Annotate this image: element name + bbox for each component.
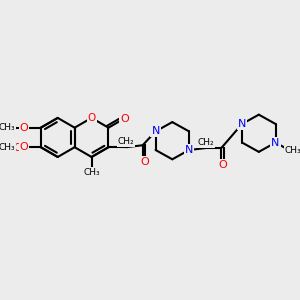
Text: CH₃: CH₃ <box>0 123 15 132</box>
Text: O: O <box>219 160 227 170</box>
Text: methoxy: methoxy <box>10 147 16 148</box>
Text: CH₃: CH₃ <box>284 146 300 155</box>
Text: O: O <box>121 114 129 124</box>
Text: O: O <box>14 143 22 153</box>
Text: CH₃: CH₃ <box>0 143 15 152</box>
Text: O: O <box>20 123 28 133</box>
Text: O: O <box>20 142 28 152</box>
Text: CH₂: CH₂ <box>197 138 214 147</box>
Text: CH₂: CH₂ <box>118 137 134 146</box>
Text: O: O <box>120 114 129 124</box>
Text: N: N <box>185 145 193 155</box>
Text: N: N <box>238 119 246 129</box>
Text: O: O <box>87 113 96 123</box>
Text: CH₃: CH₃ <box>83 168 100 177</box>
Text: O: O <box>140 157 149 167</box>
Text: N: N <box>152 126 160 136</box>
Text: N: N <box>272 138 280 148</box>
